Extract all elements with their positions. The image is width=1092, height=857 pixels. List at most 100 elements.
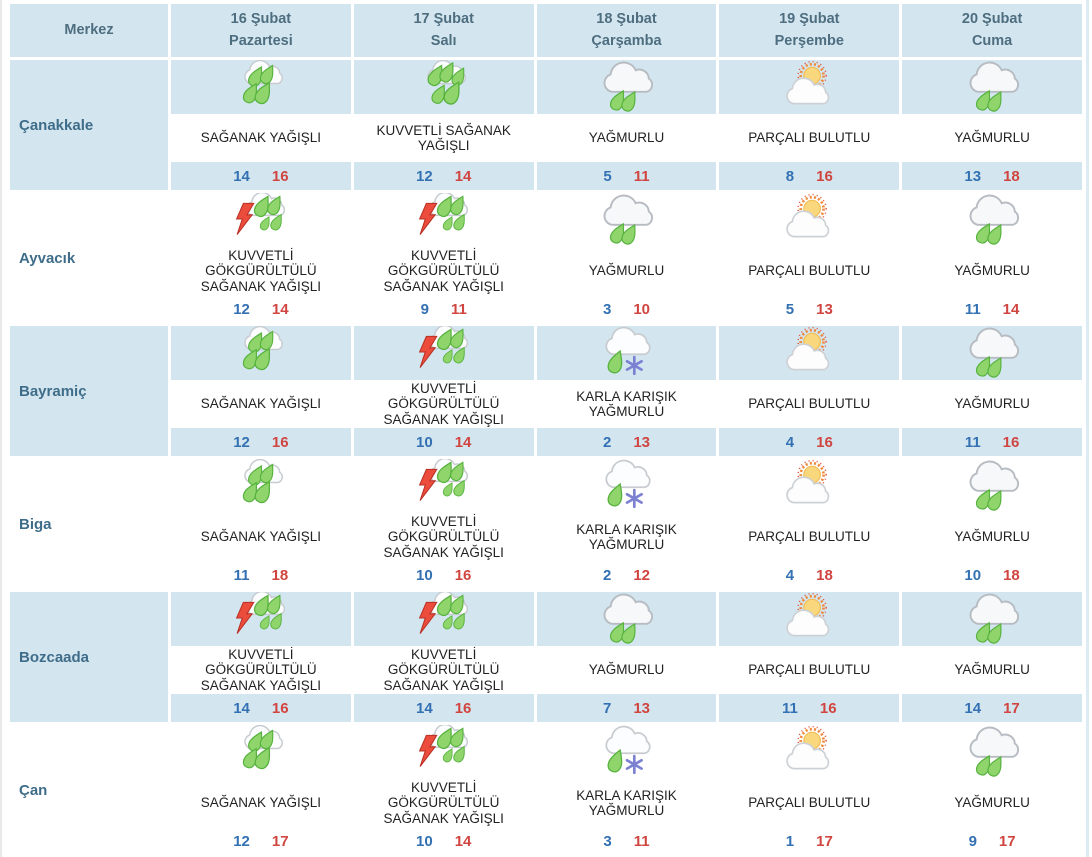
sleet-icon bbox=[605, 326, 652, 376]
header-day-cell: 19 Şubat Perşembe bbox=[719, 4, 900, 57]
day-cell: YAĞMURLU 10 18 bbox=[902, 459, 1082, 589]
day-cell: PARÇALI BULUTLU 1 17 bbox=[719, 725, 900, 855]
temp-min: 3 bbox=[603, 832, 612, 850]
weather-icon-cell bbox=[536, 193, 717, 247]
condition-label: YAĞMURLU bbox=[954, 529, 1030, 545]
city-row: Çan SAĞANAK YAĞIŞLI 12 17 KUVVETLİ GÖKGÜRÜLT… bbox=[10, 725, 1082, 855]
condition-label: PARÇALI BULUTLU bbox=[748, 130, 871, 146]
temp-max: 18 bbox=[1003, 566, 1020, 584]
temp-max: 14 bbox=[271, 300, 289, 318]
condition-cell: PARÇALI BULUTLU bbox=[719, 646, 900, 694]
condition-label: SAĞANAK YAĞIŞLI bbox=[200, 529, 322, 545]
header-day-cell: 16 Şubat Pazartesi bbox=[171, 4, 351, 57]
weather-icon-cell bbox=[719, 326, 900, 380]
city-name-cell: Ayvacık bbox=[10, 193, 168, 323]
temp-min: 8 bbox=[785, 167, 795, 185]
shower-rain-icon bbox=[242, 725, 283, 770]
weather-icon-cell bbox=[171, 592, 351, 646]
weather-icon-cell bbox=[902, 60, 1082, 114]
sun-behind-cloud-icon bbox=[786, 459, 830, 504]
temp-max: 16 bbox=[819, 699, 837, 717]
sleet-icon bbox=[605, 459, 652, 509]
day-cell: KUVVETLİ GÖKGÜRÜLTÜLÜ SAĞANAK YAĞIŞLI 10 1… bbox=[353, 326, 534, 456]
day-cell: PARÇALI BULUTLU 5 13 bbox=[719, 193, 900, 323]
day-cell: YAĞMURLU 5 11 bbox=[536, 60, 717, 190]
day-cell: KUVVETLİ GÖKGÜRÜLTÜLÜ SAĞANAK YAĞIŞLI 14 1… bbox=[171, 592, 351, 722]
temp-max: 14 bbox=[454, 433, 472, 451]
temps-cell: 10 18 bbox=[902, 561, 1082, 589]
day-cell: SAĞANAK YAĞIŞLI 12 17 bbox=[171, 725, 351, 855]
condition-label: SAĞANAK YAĞIŞLI bbox=[200, 795, 322, 811]
condition-cell: KUVVETLİ GÖKGÜRÜLTÜLÜ SAĞANAK YAĞIŞLI bbox=[353, 646, 534, 694]
condition-cell: KUVVETLİ SAĞANAK YAĞIŞLI bbox=[353, 114, 534, 162]
weather-icon-cell bbox=[902, 193, 1082, 247]
condition-label: KUVVETLİ GÖKGÜRÜLTÜLÜ SAĞANAK YAĞIŞLI bbox=[383, 381, 504, 427]
header-day-date: 17 Şubat bbox=[413, 10, 474, 27]
temps-cell: 14 16 bbox=[171, 694, 351, 722]
temps-cell: 11 18 bbox=[171, 561, 351, 589]
temps-cell: 9 11 bbox=[353, 295, 534, 323]
header-day-cell: 18 Şubat Çarşamba bbox=[536, 4, 717, 57]
temp-max: 17 bbox=[998, 832, 1016, 850]
rain-icon bbox=[969, 460, 1020, 511]
temps-cell: 14 17 bbox=[902, 694, 1082, 722]
temp-min: 9 bbox=[968, 832, 977, 850]
condition-label: KARLA KARIŞIK YAĞMURLU bbox=[576, 388, 677, 419]
condition-cell: YAĞMURLU bbox=[536, 247, 717, 295]
heavy-shower-rain-icon bbox=[426, 60, 466, 105]
temp-min: 11 bbox=[782, 699, 798, 717]
temp-max: 16 bbox=[271, 433, 289, 451]
temp-max: 11 bbox=[450, 300, 467, 318]
thunderstorm-rain-icon bbox=[418, 193, 468, 235]
rain-icon bbox=[969, 194, 1020, 245]
condition-label: KARLA KARIŞIK YAĞMURLU bbox=[576, 521, 677, 552]
day-cell: KARLA KARIŞIK YAĞMURLU 2 13 bbox=[536, 326, 717, 456]
temp-max: 11 bbox=[633, 167, 650, 185]
rain-icon bbox=[604, 593, 654, 644]
condition-label: SAĞANAK YAĞIŞLI bbox=[200, 396, 322, 412]
condition-cell: PARÇALI BULUTLU bbox=[719, 380, 900, 428]
temp-min: 14 bbox=[416, 699, 433, 717]
temps-cell: 3 10 bbox=[536, 295, 717, 323]
header-merkez-label: Merkez bbox=[64, 21, 114, 38]
condition-cell: YAĞMURLU bbox=[902, 380, 1082, 428]
temps-cell: 4 18 bbox=[719, 561, 900, 589]
condition-label: KUVVETLİ GÖKGÜRÜLTÜLÜ SAĞANAK YAĞIŞLI bbox=[383, 647, 504, 693]
temp-max: 16 bbox=[1002, 433, 1020, 451]
condition-cell: SAĞANAK YAĞIŞLI bbox=[171, 779, 351, 827]
day-cell: YAĞMURLU 7 13 bbox=[536, 592, 717, 722]
temp-max: 17 bbox=[816, 832, 833, 850]
thunderstorm-rain-icon bbox=[418, 592, 468, 634]
condition-cell: PARÇALI BULUTLU bbox=[719, 247, 900, 295]
temps-cell: 9 17 bbox=[902, 827, 1082, 855]
condition-label: PARÇALI BULUTLU bbox=[748, 662, 871, 678]
day-cell: KUVVETLİ GÖKGÜRÜLTÜLÜ SAĞANAK YAĞIŞLI 14 1… bbox=[353, 592, 534, 722]
temp-min: 1 bbox=[785, 832, 795, 850]
temp-max: 10 bbox=[633, 300, 650, 318]
header-merkez-cell: Merkez bbox=[10, 4, 168, 57]
temp-max: 16 bbox=[271, 699, 289, 717]
temp-min: 4 bbox=[785, 566, 795, 584]
temp-min: 13 bbox=[964, 167, 982, 185]
condition-cell: KARLA KARIŞIK YAĞMURLU bbox=[536, 779, 717, 827]
weather-icon-cell bbox=[353, 326, 534, 380]
condition-label: PARÇALI BULUTLU bbox=[748, 795, 871, 811]
temp-min: 12 bbox=[416, 167, 433, 185]
weather-icon-cell bbox=[171, 725, 351, 779]
city-row: Bayramiç SAĞANAK YAĞIŞLI 12 16 KUVVETLİ GÖKG… bbox=[10, 326, 1082, 456]
weather-icon-cell bbox=[719, 725, 900, 779]
weather-icon-cell bbox=[719, 592, 900, 646]
temps-cell: 11 16 bbox=[902, 428, 1082, 456]
day-cell: PARÇALI BULUTLU 11 16 bbox=[719, 592, 900, 722]
condition-label: YAĞMURLU bbox=[954, 130, 1030, 146]
temps-cell: 2 12 bbox=[536, 561, 717, 589]
day-cell: KARLA KARIŞIK YAĞMURLU 3 11 bbox=[536, 725, 717, 855]
condition-cell: SAĞANAK YAĞIŞLI bbox=[171, 513, 351, 561]
condition-cell: SAĞANAK YAĞIŞLI bbox=[171, 380, 351, 428]
day-cell: YAĞMURLU 14 17 bbox=[902, 592, 1082, 722]
temp-max: 16 bbox=[816, 433, 833, 451]
weather-icon-cell bbox=[536, 592, 717, 646]
rain-icon bbox=[604, 61, 654, 112]
header-day-date: 18 Şubat bbox=[596, 10, 657, 27]
